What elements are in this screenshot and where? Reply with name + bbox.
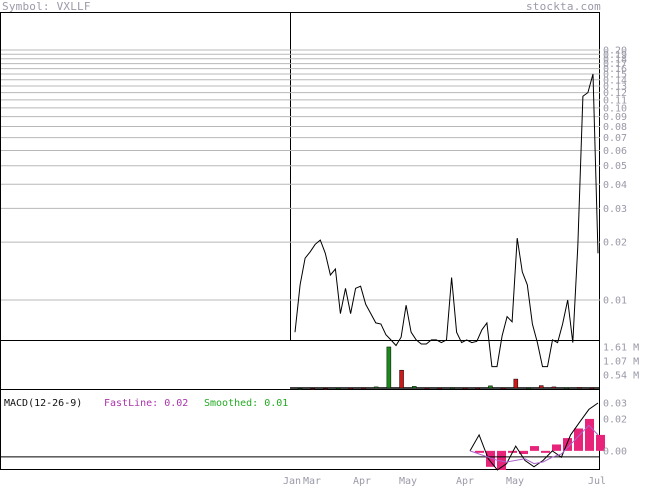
price-tick-label: 0.08 [603, 122, 627, 133]
x-tick-label: May [506, 476, 524, 486]
price-tick-label: 0.12 [603, 88, 627, 99]
fastline-label: FastLine: 0.02 [104, 398, 188, 409]
price-tick-label: 0.16 [603, 64, 627, 75]
volume-bar [488, 385, 493, 389]
panel-frames [0, 12, 600, 470]
smoothed-series [469, 424, 599, 465]
price-tick-label: 0.05 [603, 161, 627, 172]
x-axis-labels: Jan Mar Apr May Apr May Jul [283, 476, 606, 486]
volume-bar [323, 388, 328, 390]
price-series [294, 73, 599, 368]
price-tick-label: 0.01 [603, 296, 627, 307]
price-tick-label: 0.03 [603, 204, 627, 215]
macd-histogram-bar [519, 450, 528, 455]
macd-histogram-bar [585, 418, 594, 451]
volume-bar [424, 387, 430, 390]
volume-bar [462, 387, 468, 390]
volume-bar [348, 387, 354, 390]
volume-bar [437, 387, 442, 390]
price-y-labels: 0.01 0.02 0.03 0.04 0.05 0.06 0.070.080.090.10… [603, 46, 627, 307]
macd-histogram-bar [475, 450, 484, 453]
volume-bars [290, 346, 600, 390]
price-tick-label: 0.14 [603, 75, 627, 86]
macd-histogram-bar [497, 450, 506, 470]
volume-bar [386, 346, 392, 389]
macd-histogram-bar [596, 434, 605, 451]
x-tick-label: Jul [588, 476, 606, 486]
volume-bar [538, 385, 544, 389]
macd-title: MACD(12-26-9) [4, 398, 82, 409]
x-tick-label: Apr [353, 476, 371, 486]
price-tick-label: 0.06 [603, 146, 627, 157]
macd-histogram-bar [530, 446, 539, 451]
macd-y-labels: 0.00 0.02 0.03 [603, 398, 627, 457]
macd-tick-label: 0.03 [603, 398, 627, 409]
macd-tick-label: 0.00 [603, 446, 627, 457]
fastline-series [469, 402, 599, 471]
volume-bar [335, 387, 341, 390]
macd-lines [1, 402, 600, 471]
macd-histogram [475, 418, 605, 470]
x-tick-label: Mar [303, 476, 321, 486]
price-tick-label: 0.17 [603, 59, 627, 70]
volume-bar [513, 378, 519, 389]
volume-bar [500, 387, 506, 390]
volume-bar [577, 387, 582, 389]
x-tick-label: Jan [283, 476, 301, 486]
volume-bar [373, 386, 379, 389]
price-tick-label: 0.13 [603, 81, 627, 92]
price-tick-label: 0.18 [603, 54, 627, 65]
macd-histogram-bar [563, 438, 572, 451]
price-tick-label: 0.15 [603, 70, 627, 81]
price-tick-label: 0.10 [603, 103, 627, 114]
x-tick-label: Apr [456, 476, 474, 486]
volume-panel-frame [0, 340, 600, 390]
volume-bar [450, 387, 455, 389]
volume-bar [526, 387, 531, 389]
volume-tick-label: 0.54 M [603, 370, 639, 381]
price-panel-frame [0, 12, 600, 341]
volume-y-labels: 0.54 M 1.07 M 1.61 M [603, 342, 639, 381]
macd-histogram-bar [486, 450, 495, 467]
volume-bar [310, 388, 315, 390]
volume-bar [361, 387, 366, 389]
price-tick-label: 0.11 [603, 95, 627, 106]
price-tick-label: 0.19 [603, 50, 627, 61]
smoothed-label: Smoothed: 0.01 [204, 398, 288, 409]
macd-tick-label: 0.02 [603, 414, 627, 425]
price-grid [1, 49, 600, 301]
macd-histogram-bar [541, 450, 550, 453]
volume-bar [399, 369, 404, 389]
volume-tick-label: 1.61 M [603, 342, 639, 353]
price-tick-label: 0.07 [603, 133, 627, 144]
price-line [294, 73, 599, 368]
macd-histogram-bar [574, 428, 583, 451]
symbol-label: Symbol: VXLLF [2, 0, 91, 13]
volume-tick-label: 1.07 M [603, 357, 639, 368]
macd-histogram-bar [552, 444, 561, 451]
volume-bar [589, 387, 595, 389]
volume-bar [551, 386, 557, 389]
source-label: stockta.com [525, 0, 601, 13]
price-tick-label: 0.20 [603, 46, 627, 57]
price-tick-label: 0.02 [603, 238, 627, 249]
price-tick-label: 0.09 [603, 112, 627, 123]
volume-bar [412, 386, 417, 389]
x-tick-label: May [399, 476, 417, 486]
price-tick-label: 0.04 [603, 180, 627, 191]
volume-bar [475, 387, 480, 390]
volume-bar [564, 387, 569, 390]
volume-bar [297, 388, 303, 390]
